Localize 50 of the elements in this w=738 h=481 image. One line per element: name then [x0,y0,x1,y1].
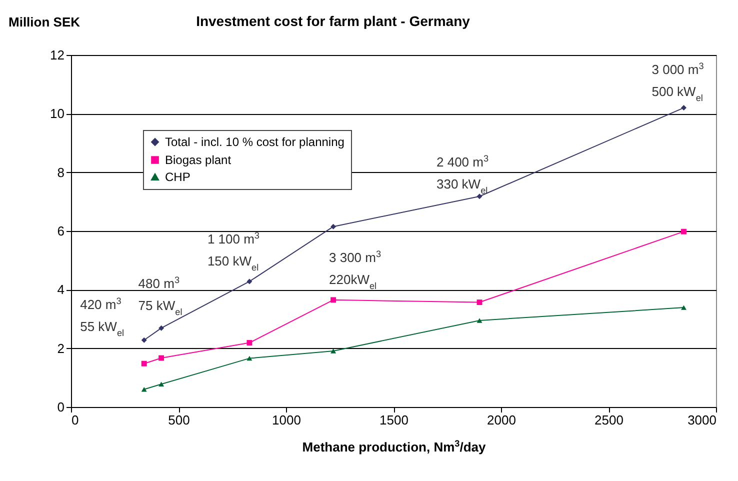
point [330,297,336,303]
chart-title: Investment cost for farm plant - Germany [196,13,470,29]
y-tick-label: 10 [50,106,64,122]
annotation: 3 300 m$^{3}$ [329,249,382,265]
point [141,360,147,366]
x-axis-title: Methane production, Nm$^{3}$/day [302,438,486,454]
point [476,318,482,323]
point [330,224,336,230]
legend-label: CHP [165,170,190,184]
y-tick-label: 2 [57,340,64,356]
annotation: 420 m$^{3}$ [80,296,122,312]
x-tick-label: 3000 [688,412,716,428]
point [141,387,147,392]
x-tick-label: 2500 [594,412,624,428]
point [681,105,686,111]
point [476,300,482,306]
annotation: 3 000 m$^{3}$ [652,60,704,77]
y-tick-label: 4 [57,282,64,298]
y-tick-label: 6 [57,224,64,238]
x-tick-label: 0 [72,412,79,428]
point [476,194,482,200]
point [246,356,252,361]
point [141,337,147,343]
annotation: 500 kW$_{el}$ [652,84,703,103]
y-tick-label: 0 [57,400,64,414]
annotation: 75 kW$_{el}$ [138,298,182,318]
annotation: 480 m$^{3}$ [138,275,180,292]
y-axis-title: Million SEK [8,14,81,30]
annotation: 220kW$_{el}$ [329,272,377,291]
x-tick-label: 1500 [380,412,408,428]
annotation: 330 kW$_{el}$ [436,176,488,196]
x-tick-label: 1000 [272,412,301,428]
point [246,340,252,346]
point [681,305,686,310]
point [681,228,686,234]
annotation: 2 400 m$^{3}$ [436,153,489,170]
annotation: 1 100 m$^{3}$ [207,230,260,246]
legend-label: Biogas plant [165,153,232,167]
point [158,325,164,331]
annotation: 55 kW$_{el}$ [80,319,124,338]
y-tick-label: 8 [57,164,64,180]
point [158,382,164,386]
point [158,355,164,361]
point [246,278,252,284]
x-tick-label: 2000 [487,412,516,428]
legend-label: Total - incl. 10 % cost for planning [165,135,344,149]
point [330,348,336,354]
x-tick-label: 500 [168,412,190,428]
y-tick-label: 12 [50,48,64,62]
annotation: 150 kW$_{el}$ [207,253,259,272]
